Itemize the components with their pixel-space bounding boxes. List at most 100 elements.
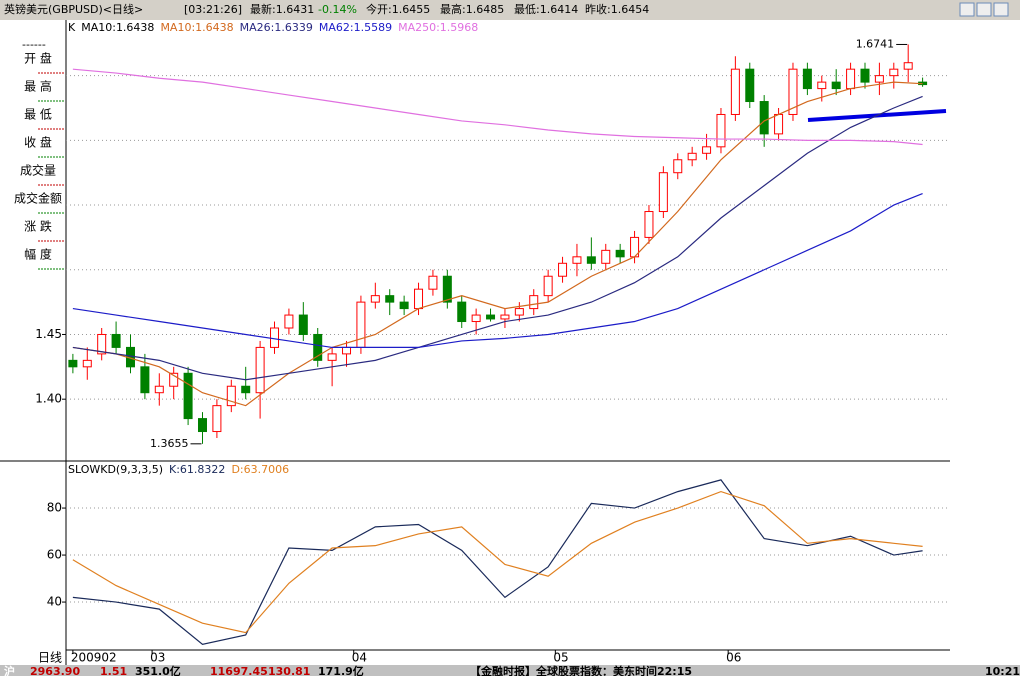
nav-button[interactable]	[976, 2, 992, 17]
top-bar	[0, 0, 1020, 20]
candle-body	[774, 113, 784, 135]
y-tick-label: 60	[47, 548, 62, 562]
price-annotation: 1.3655	[150, 437, 189, 450]
status-items: 沪 2963.90 1.51 351.0亿 11697.45 130.81 171.9亿 【金…	[4, 664, 1020, 678]
y-tick-label: 1.40	[35, 392, 62, 406]
legend-entry: D:63.7006	[231, 463, 289, 476]
axis-label: 日线	[38, 651, 62, 665]
candle-body	[644, 211, 654, 238]
series-line	[72, 81, 923, 407]
status-item: 2963.90	[30, 665, 80, 676]
legend-entry: MA62:1.5589	[319, 21, 392, 34]
series-line	[72, 490, 923, 634]
candle-body	[255, 346, 265, 394]
candle-body	[197, 418, 207, 433]
candle-body	[342, 346, 352, 355]
candle-body	[658, 172, 668, 213]
candle-body	[759, 101, 769, 135]
side-label: 开 盘	[24, 51, 52, 66]
quote-item: 昨收:1.6454	[585, 2, 649, 16]
candle-body	[241, 385, 251, 394]
candle-body	[702, 146, 712, 154]
candle-body	[212, 405, 222, 433]
status-item: 11697.45	[210, 665, 268, 676]
series-line	[72, 68, 923, 146]
candle-body	[543, 275, 553, 297]
candle-body	[687, 152, 697, 161]
side-label: 成交金额	[14, 191, 62, 206]
candle-body	[486, 314, 496, 320]
side-label: 收 盘	[24, 135, 52, 150]
y-tick-label: 40	[47, 595, 62, 609]
status-item: 1.51	[100, 665, 127, 676]
price-annotation: 1.6741	[856, 37, 895, 50]
candle-body	[716, 113, 726, 148]
candle-body	[831, 81, 841, 90]
side-label: 幅 度	[24, 247, 52, 262]
candle-body	[97, 333, 107, 355]
status-item: 351.0亿	[135, 664, 181, 676]
candle-body	[385, 295, 395, 303]
quote-item: 最低:1.6414	[514, 3, 578, 16]
candle-body	[788, 68, 798, 115]
quote-items: 最新:1.6431 -0.14% 今开:1.6455 最高:1.6485 最低:1.64…	[250, 2, 649, 16]
status-item: 171.9亿	[318, 664, 364, 676]
candle-body	[615, 249, 625, 258]
x-tick-label: 03	[150, 651, 165, 665]
candle-body	[226, 385, 236, 407]
candle-body	[169, 372, 179, 387]
legend-entry: K:61.8322	[169, 463, 225, 476]
candle-body	[457, 301, 467, 323]
nav-button[interactable]	[993, 2, 1009, 17]
x-tick-label: 06	[726, 651, 741, 665]
series-line	[72, 192, 923, 349]
candle-body	[327, 353, 337, 361]
status-bar	[0, 665, 1020, 676]
candle-body	[514, 308, 524, 316]
time: [03:21:26]	[184, 3, 242, 16]
side-dash: ------	[22, 38, 46, 51]
candle-body	[154, 385, 164, 394]
candle-body	[730, 68, 740, 115]
quote-item: 最新:1.6431	[250, 2, 314, 16]
candle-body	[298, 314, 308, 335]
candle-body	[270, 327, 280, 348]
status-item: 沪	[4, 664, 15, 676]
y-tick-label: 80	[47, 501, 62, 515]
candle-body	[183, 372, 193, 420]
candle-body	[313, 333, 323, 361]
status-item: 130.81	[268, 665, 310, 676]
quote-item: -0.14%	[318, 3, 357, 16]
candle-body	[284, 314, 294, 329]
candle-body	[82, 359, 92, 368]
side-label: 最 低	[24, 108, 52, 122]
candle-body	[370, 295, 380, 303]
candle-body	[586, 256, 596, 264]
legend-entry: MA26:1.6339	[240, 21, 313, 34]
legend-text: K	[68, 21, 76, 34]
candle-body	[140, 366, 150, 394]
candle-body	[745, 68, 755, 103]
candle-body	[903, 62, 913, 70]
candle-body	[428, 275, 438, 290]
candle-body	[558, 262, 568, 277]
candle-body	[874, 75, 884, 83]
candle-body	[414, 288, 424, 310]
x-tick-label: 04	[352, 651, 367, 665]
candle-body	[68, 359, 78, 368]
candle-body	[572, 256, 582, 264]
candle-body	[601, 249, 611, 264]
candle-body	[500, 314, 510, 320]
candle-body	[399, 301, 409, 310]
x-tick-label: 05	[553, 651, 568, 665]
x-tick-label: 200902	[71, 651, 117, 665]
candle-body	[442, 275, 452, 303]
candle-body	[846, 68, 856, 90]
legend-entry: MA10:1.6438	[160, 21, 233, 34]
side-label: 涨 跌	[24, 219, 52, 234]
panel-title: SLOWKD(9,3,3,5)	[68, 463, 163, 476]
quote-item: 最高:1.6485	[440, 2, 504, 16]
nav-button[interactable]	[959, 2, 975, 17]
